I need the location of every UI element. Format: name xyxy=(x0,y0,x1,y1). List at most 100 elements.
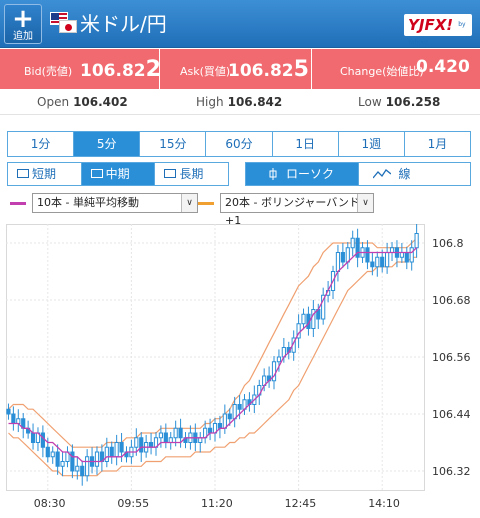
tab-1month[interactable]: 1月 xyxy=(404,132,470,156)
tab-60min[interactable]: 60分 xyxy=(206,132,273,156)
chevron-down-icon: ∨ xyxy=(181,194,197,212)
ma-select[interactable]: 10本 - 単純平均移動 ∨ xyxy=(32,193,198,213)
candle-body xyxy=(222,413,227,429)
candle-body xyxy=(404,252,409,263)
change-label: Change(始値比) xyxy=(340,65,424,78)
bid-quote: Bid(売値) 106.822 xyxy=(0,49,161,89)
chevron-down-icon: ∨ xyxy=(357,194,373,212)
candle-body xyxy=(94,451,100,467)
candle-body xyxy=(148,442,154,448)
ask-value: 106.825 xyxy=(228,57,309,82)
candle-body xyxy=(30,432,36,443)
candle-body xyxy=(380,256,385,268)
candle-body xyxy=(109,446,114,458)
candle-body xyxy=(80,465,85,477)
chart-type-tabs: ローソク 線 xyxy=(245,162,471,186)
add-button[interactable]: + 追加 xyxy=(4,4,42,44)
candle-body xyxy=(104,446,109,462)
candle-body xyxy=(163,432,168,443)
x-tick-label: 14:10 xyxy=(368,497,400,510)
ma-line xyxy=(8,247,418,463)
bb-color-swatch xyxy=(198,202,214,205)
candle-body xyxy=(198,437,203,443)
candle-body xyxy=(385,252,390,268)
bb-lower-line xyxy=(8,256,417,477)
candle-body xyxy=(75,465,80,472)
candle-body xyxy=(276,356,282,363)
long-range-icon xyxy=(164,169,177,178)
candle-body xyxy=(60,461,65,467)
candle-body xyxy=(11,413,16,424)
candle-body xyxy=(232,404,237,420)
candle-body xyxy=(409,247,414,263)
x-tick-label: 08:30 xyxy=(34,497,66,510)
candle-body xyxy=(365,247,370,263)
bb-upper-line xyxy=(8,237,418,448)
candle-body xyxy=(178,427,183,439)
ma-indicator: 10本 - 単純平均移動 ∨ xyxy=(10,193,198,213)
y-tick-label: 106.44 xyxy=(432,408,471,421)
tab-candlestick[interactable]: ローソク xyxy=(246,163,359,185)
tab-long-term[interactable]: 長期 xyxy=(155,163,229,185)
open-stat: Open 106.402 xyxy=(37,95,128,109)
candle-body xyxy=(227,413,232,420)
tab-1day[interactable]: 1日 xyxy=(272,132,339,156)
tab-mid-term[interactable]: 中期 xyxy=(81,163,156,185)
candle-body xyxy=(345,247,350,263)
period-tabs: 1分 5分 15分 60分 1日 1週 1月 xyxy=(7,131,471,157)
chart-canvas[interactable]: 106.8 106.68 106.56 106.44 106.32 08:30 09:55 1… xyxy=(6,224,474,514)
candle-body xyxy=(375,256,380,268)
y-tick-label: 106.56 xyxy=(432,351,471,364)
candlestick-icon xyxy=(269,168,277,180)
candle-body xyxy=(399,252,404,258)
candle-body xyxy=(335,252,341,272)
candle-body xyxy=(301,313,306,325)
short-range-icon xyxy=(17,169,29,178)
y-tick-label: 106.32 xyxy=(432,465,471,478)
candle-body xyxy=(134,437,139,448)
candle-body xyxy=(237,404,242,410)
high-stat: High 106.842 xyxy=(196,95,283,109)
y-tick-label: 106.68 xyxy=(432,294,471,307)
candle-body xyxy=(6,408,11,415)
candle-body xyxy=(40,432,45,448)
tab-1week[interactable]: 1週 xyxy=(338,132,405,156)
candle-body xyxy=(119,442,124,453)
candle-body xyxy=(340,252,345,263)
bb-select[interactable]: 20本 - ボリンジャーバンド+1 ∨ xyxy=(220,193,374,227)
low-stat: Low 106.258 xyxy=(358,95,441,109)
ask-label: Ask(買値) xyxy=(180,65,231,78)
tab-line[interactable]: 線 xyxy=(358,163,470,185)
candle-body xyxy=(55,451,60,467)
plus-icon: + xyxy=(12,4,34,34)
candle-body xyxy=(321,294,326,320)
price-chart[interactable]: 106.8 106.68 106.56 106.44 106.32 08:30 09:55 1… xyxy=(6,224,474,514)
change-value: 0.420 xyxy=(416,57,470,77)
ma-color-swatch xyxy=(10,202,26,205)
tab-short-term[interactable]: 短期 xyxy=(8,163,82,185)
jp-flag-icon xyxy=(59,20,77,33)
x-tick-label: 12:45 xyxy=(285,497,317,510)
candle-body xyxy=(158,432,164,439)
tab-5min[interactable]: 5分 xyxy=(74,132,141,156)
x-tick-label: 11:20 xyxy=(201,497,233,510)
stats-row: Open 106.402 High 106.842 Low 106.258 xyxy=(0,89,480,115)
y-tick-label: 106.8 xyxy=(432,237,464,250)
tab-15min[interactable]: 15分 xyxy=(140,132,207,156)
x-tick-label: 09:55 xyxy=(117,497,149,510)
candle-body xyxy=(114,442,119,458)
bid-label: Bid(売値) xyxy=(24,65,73,78)
candle-body xyxy=(389,247,395,253)
candle-body xyxy=(16,418,21,424)
ask-quote: Ask(買値) 106.825 xyxy=(160,49,312,89)
candle-body xyxy=(414,233,419,249)
add-button-label: 追加 xyxy=(13,31,33,42)
range-tabs: 短期 中期 長期 xyxy=(7,162,229,186)
candle-body xyxy=(70,451,75,472)
candle-body xyxy=(350,237,355,249)
candle-body xyxy=(45,446,50,458)
tab-1min[interactable]: 1分 xyxy=(8,132,75,156)
bid-value: 106.822 xyxy=(80,57,161,82)
candle-body xyxy=(217,423,223,429)
